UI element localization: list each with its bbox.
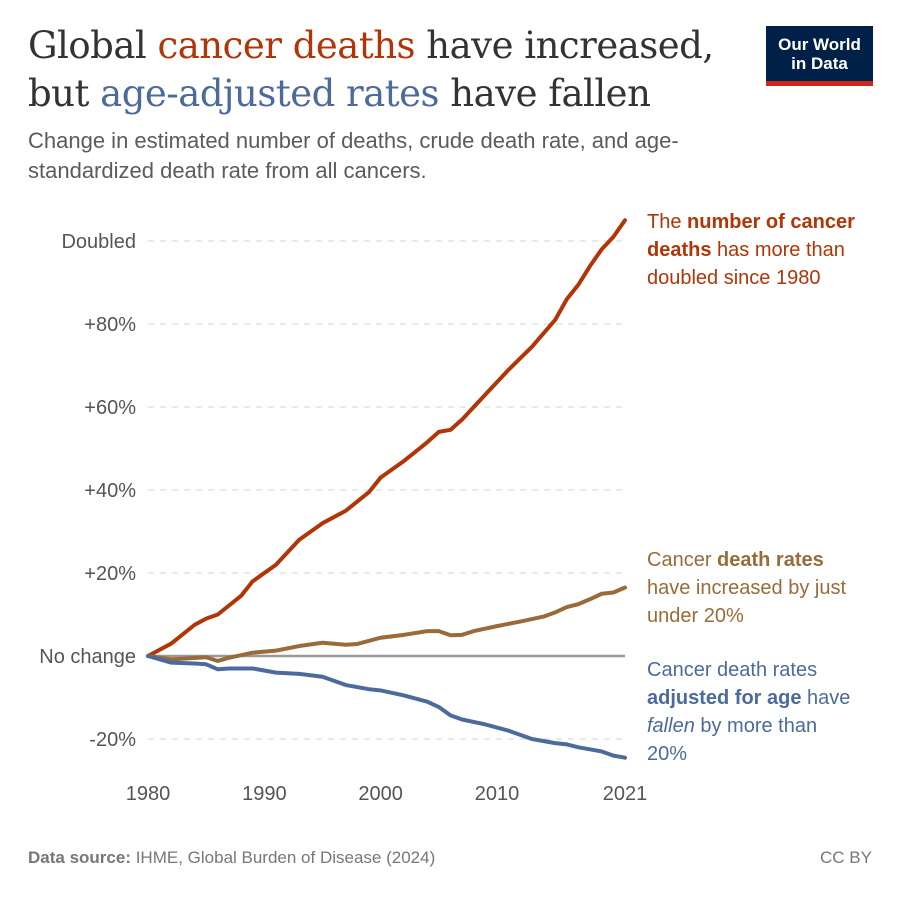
annotation-deaths: The number of cancer deaths has more tha… [647, 208, 887, 292]
annotation-age: Cancer death rates adjusted for age have… [647, 656, 857, 768]
title-text: have increased, [415, 24, 714, 67]
y-tick-label: +20% [84, 563, 136, 585]
annotation-bold: death rates [717, 549, 824, 571]
source-text: IHME, Global Burden of Disease (2024) [130, 848, 436, 867]
y-tick-label: +40% [84, 480, 136, 502]
x-tick-label: 2000 [358, 783, 403, 805]
license-link[interactable]: CC BY [820, 848, 872, 867]
annotation-bold: adjusted for age [647, 687, 802, 709]
annotation-text: has more than doubled since 1980 [647, 239, 845, 289]
annotation-text: by more than 20% [647, 715, 818, 765]
x-tick-label: 2010 [475, 783, 520, 805]
y-tick-label: No change [39, 646, 136, 668]
series-line-age [146, 654, 627, 760]
title-highlight-age: age-adjusted rates [100, 72, 440, 115]
source-label: Data source: [28, 848, 131, 867]
series-line-crude [146, 585, 627, 663]
title-text: but [28, 72, 101, 115]
logo-line: Our World [778, 35, 861, 54]
series-line-deaths [146, 218, 627, 658]
x-tick-label: 2021 [603, 783, 648, 805]
annotation-italic: fallen [647, 715, 695, 737]
annotation-text: have [801, 687, 851, 709]
y-tick-label: +60% [84, 397, 136, 419]
chart-title: Global cancer deaths have increased, but… [28, 22, 714, 118]
logo-line: in Data [791, 54, 848, 73]
annotation-text: have increased by just under 20% [647, 577, 847, 627]
title-text: have fallen [439, 72, 651, 115]
chart-subtitle: Change in estimated number of deaths, cr… [28, 128, 679, 183]
data-source: Data source: IHME, Global Burden of Dise… [28, 848, 435, 868]
y-tick-label: -20% [89, 729, 136, 751]
owid-logo[interactable]: Our World in Data [766, 26, 873, 86]
annotation-text: Cancer [647, 549, 718, 571]
title-highlight-deaths: cancer deaths [157, 24, 416, 67]
x-tick-label: 1980 [126, 783, 171, 805]
x-tick-label: 1990 [242, 783, 287, 805]
y-tick-label: +80% [84, 314, 136, 336]
annotation-text: Cancer death rates [647, 659, 818, 681]
y-tick-label: Doubled [61, 231, 136, 253]
annotation-text: The [647, 211, 688, 233]
title-text: Global [28, 24, 158, 67]
annotation-crude: Cancer death rates have increased by jus… [647, 546, 857, 630]
annotation-bold: number of cancer deaths [647, 211, 855, 261]
